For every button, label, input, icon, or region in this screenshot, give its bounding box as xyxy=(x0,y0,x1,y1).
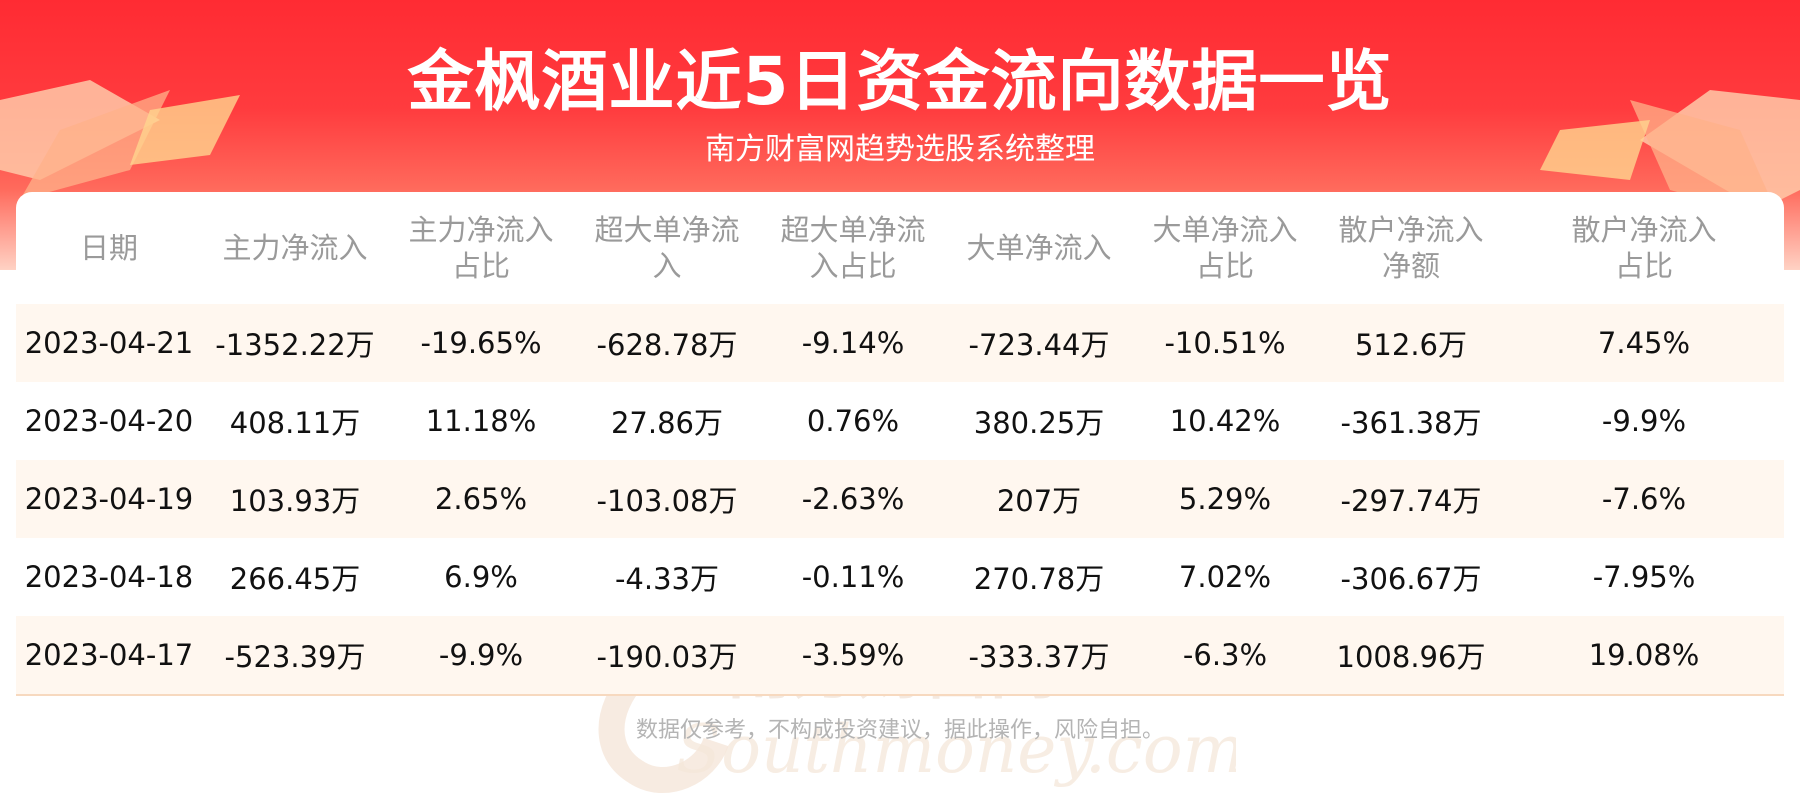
value-cell: 408.11万 xyxy=(229,406,361,440)
disclaimer-text: 数据仅参考，不构成投资建议，据此操作，风险自担。 xyxy=(635,718,1164,743)
table-row: 2023-04-19 103.93万 2.65% -103.08万 -2.63% 207万… xyxy=(16,460,1784,538)
value-cell: 1008.96万 xyxy=(1318,616,1504,694)
value-cell: -723.44万 xyxy=(946,304,1132,382)
date-cell: 2023-04-19 xyxy=(16,460,202,538)
column-header-line: 占比 xyxy=(451,249,510,283)
column-header-line: 大单净流入 xyxy=(1152,213,1298,247)
column-header: 超大单净流入 xyxy=(574,192,760,304)
column-header: 散户净流入 占比 xyxy=(1504,192,1784,304)
value-cell: -9.9% xyxy=(1601,404,1687,438)
column-header: 大单净流入 占比 xyxy=(1132,192,1318,304)
date-cell: 2023-04-20 xyxy=(24,404,194,438)
column-header-line: 净额 xyxy=(1381,249,1440,283)
column-header-line: 日期 xyxy=(79,231,138,265)
value-cell: -4.33万 xyxy=(614,562,720,596)
column-header-line: 主力净流入 xyxy=(222,231,368,265)
value-cell: -361.38万 xyxy=(1340,406,1482,440)
value-cell: 6.9% xyxy=(444,560,518,594)
table-body: 2023-04-21 -1352.22万 -19.65% -628.78万 -9.14%… xyxy=(16,304,1784,694)
date-cell: 2023-04-18 xyxy=(24,560,194,594)
value-cell: -9.9% xyxy=(388,616,574,694)
table-row: 2023-04-21 -1352.22万 -19.65% -628.78万 -9.14%… xyxy=(16,304,1784,382)
value-cell: -10.51% xyxy=(1132,304,1318,382)
column-header: 主力净流入 xyxy=(202,192,388,304)
column-header: 日期 xyxy=(16,192,202,304)
value-cell: -2.63% xyxy=(760,460,946,538)
value-cell: -297.74万 xyxy=(1318,460,1504,538)
column-header-line: 占比 xyxy=(1614,249,1673,283)
value-cell: -7.6% xyxy=(1504,460,1784,538)
data-card: 南方财富网 Southmoney.com 日期主力净流入主力净流入占比超大单净流… xyxy=(16,192,1784,800)
value-cell: -628.78万 xyxy=(574,304,760,382)
value-cell: -9.14% xyxy=(760,304,946,382)
value-cell: 2.65% xyxy=(388,460,574,538)
value-cell: 0.76% xyxy=(806,404,900,438)
value-cell: 7.45% xyxy=(1504,304,1784,382)
table-row: 2023-04-18 266.45万 6.9% -4.33万 -0.11% 270.78万… xyxy=(16,538,1784,616)
value-cell: -7.95% xyxy=(1592,560,1696,594)
value-cell: -190.03万 xyxy=(574,616,760,694)
column-header-line: 入占比 xyxy=(809,249,897,283)
value-cell: 10.42% xyxy=(1169,404,1281,438)
fund-flow-table: 日期 主力净流入 主力净流入 占比 超大单净流入超大单净流 入占比 大单净流入 大单净流入 占比… xyxy=(16,192,1784,694)
column-header: 散户净流入 净额 xyxy=(1318,192,1504,304)
value-cell: -103.08万 xyxy=(574,460,760,538)
page-title: 金枫酒业近5日资金流向数据一览 xyxy=(407,43,1393,120)
value-cell: 512.6万 xyxy=(1318,304,1504,382)
column-header-line: 超大单净流 xyxy=(594,213,740,247)
value-cell: 270.78万 xyxy=(973,562,1105,596)
value-cell: 103.93万 xyxy=(202,460,388,538)
value-cell: 5.29% xyxy=(1132,460,1318,538)
column-header-line: 占比 xyxy=(1195,249,1254,283)
value-cell: -306.67万 xyxy=(1340,562,1482,596)
value-cell: 27.86万 xyxy=(610,406,724,440)
column-header-line: 超大单净流 xyxy=(780,213,926,247)
value-cell: 19.08% xyxy=(1504,616,1784,694)
column-header-line: 散户净流入 xyxy=(1338,213,1484,247)
footer-divider xyxy=(16,694,1784,696)
column-header-line: 主力净流入 xyxy=(408,213,554,247)
date-cell: 2023-04-21 xyxy=(16,304,202,382)
left-arrow-decoration-icon xyxy=(0,80,240,200)
column-header-line: 入 xyxy=(652,249,682,283)
column-header: 主力净流入 占比 xyxy=(388,192,574,304)
value-cell: -333.37万 xyxy=(946,616,1132,694)
value-cell: -3.59% xyxy=(760,616,946,694)
page-subtitle: 南方财富网趋势选股系统整理 xyxy=(705,132,1095,167)
table-row: 2023-04-20 408.11万 11.18% 27.86万 0.76% 380.25… xyxy=(16,382,1784,460)
column-header-line: 大单净流入 xyxy=(966,231,1112,265)
right-arrow-decoration-icon xyxy=(1540,90,1800,220)
value-cell: 380.25万 xyxy=(973,406,1105,440)
table-row: 2023-04-17 -523.39万 -9.9% -190.03万 -3.59% -33… xyxy=(16,616,1784,694)
value-cell: -0.11% xyxy=(801,560,905,594)
value-cell: 7.02% xyxy=(1178,560,1272,594)
value-cell: -19.65% xyxy=(388,304,574,382)
column-header: 超大单净流 入占比 xyxy=(760,192,946,304)
value-cell: 207万 xyxy=(946,460,1132,538)
date-cell: 2023-04-17 xyxy=(16,616,202,694)
value-cell: 266.45万 xyxy=(229,562,361,596)
value-cell: -523.39万 xyxy=(202,616,388,694)
value-cell: -1352.22万 xyxy=(202,304,388,382)
column-header-line: 散户净流入 xyxy=(1571,213,1717,247)
table-header-row: 日期 主力净流入 主力净流入 占比 超大单净流入超大单净流 入占比 大单净流入 大单净流入 占比… xyxy=(16,192,1784,304)
value-cell: 11.18% xyxy=(425,404,537,438)
value-cell: -6.3% xyxy=(1132,616,1318,694)
column-header: 大单净流入 xyxy=(946,192,1132,304)
